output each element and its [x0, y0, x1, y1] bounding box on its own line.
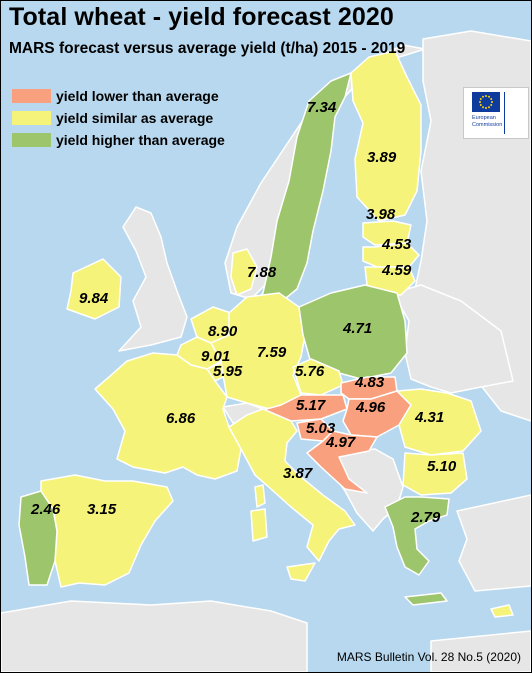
legend-label-similar: yield similar as average — [56, 110, 214, 126]
country-greece — [384, 496, 450, 576]
country-finland — [350, 50, 422, 222]
value-label-estonia: 3.98 — [366, 206, 396, 223]
country-poland — [298, 284, 408, 380]
value-label-italy: 3.87 — [283, 465, 313, 482]
country-italy-sardinia — [250, 508, 268, 542]
value-label-portugal: 2.46 — [31, 501, 61, 518]
legend-item-higher: yield higher than average — [12, 129, 225, 151]
value-label-greece: 2.79 — [411, 509, 441, 526]
legend-item-similar: yield similar as average — [12, 107, 225, 129]
country-sweden — [246, 72, 352, 312]
legend: yield lower than average yield similar a… — [12, 85, 225, 151]
legend-label-lower: yield lower than average — [56, 88, 219, 104]
logo-text: European Commission — [472, 115, 502, 129]
logo-line-1: European — [472, 115, 496, 121]
value-label-france: 6.86 — [166, 410, 196, 427]
country-romania — [396, 388, 482, 456]
legend-swatch-lower — [12, 89, 51, 103]
legend-label-higher: yield higher than average — [56, 132, 225, 148]
value-label-sweden: 7.34 — [307, 99, 337, 116]
value-label-ireland: 9.84 — [79, 290, 109, 307]
eu-flag-icon — [472, 92, 500, 112]
value-label-netherlands: 8.90 — [208, 323, 238, 340]
value-label-luxembourg: 5.95 — [213, 363, 243, 380]
value-label-czechia: 5.76 — [295, 363, 325, 380]
map-subtitle: MARS forecast versus average yield (t/ha… — [9, 40, 406, 57]
country-france-corsica — [254, 484, 266, 508]
country-portugal — [18, 490, 58, 586]
uk-land — [118, 206, 188, 352]
value-label-bulgaria: 5.10 — [427, 458, 457, 475]
country-denmark — [230, 248, 258, 296]
turkey-land — [456, 494, 531, 592]
value-label-finland: 3.89 — [367, 149, 397, 166]
european-commission-logo: European Commission — [463, 87, 529, 139]
value-label-germany: 7.59 — [257, 344, 287, 361]
country-latvia — [362, 242, 420, 268]
value-label-lithuania: 4.59 — [382, 262, 412, 279]
source-footer: MARS Bulletin Vol. 28 No.5 (2020) — [336, 650, 521, 664]
value-label-croatia: 4.97 — [326, 434, 356, 451]
value-label-hungary: 4.96 — [356, 399, 386, 416]
country-cyprus — [490, 604, 514, 618]
country-bulgaria — [402, 452, 468, 496]
country-france — [94, 352, 242, 480]
legend-swatch-similar — [12, 111, 51, 125]
country-ireland — [66, 258, 122, 320]
value-label-slovakia: 4.83 — [355, 374, 385, 391]
value-label-denmark: 7.88 — [247, 264, 277, 281]
logo-divider — [504, 92, 505, 134]
map-title: Total wheat - yield forecast 2020 — [9, 3, 394, 31]
value-label-slovenia: 5.03 — [306, 420, 336, 437]
country-italy — [228, 408, 356, 562]
value-label-austria: 5.17 — [296, 397, 326, 414]
value-label-poland: 4.71 — [343, 320, 373, 337]
legend-swatch-higher — [12, 133, 51, 147]
value-label-spain: 3.15 — [87, 501, 117, 518]
country-italy-sicily — [286, 562, 316, 582]
value-label-belgium: 9.01 — [201, 348, 231, 365]
logo-line-2: Commission — [472, 122, 503, 128]
north-africa-east — [430, 630, 531, 672]
legend-item-lower: yield lower than average — [12, 85, 225, 107]
value-label-romania: 4.31 — [415, 409, 445, 426]
country-croatia — [306, 430, 378, 494]
country-spain — [40, 474, 174, 588]
value-label-latvia: 4.53 — [382, 236, 412, 253]
north-africa-land — [1, 600, 308, 672]
country-greece-crete — [404, 592, 448, 606]
